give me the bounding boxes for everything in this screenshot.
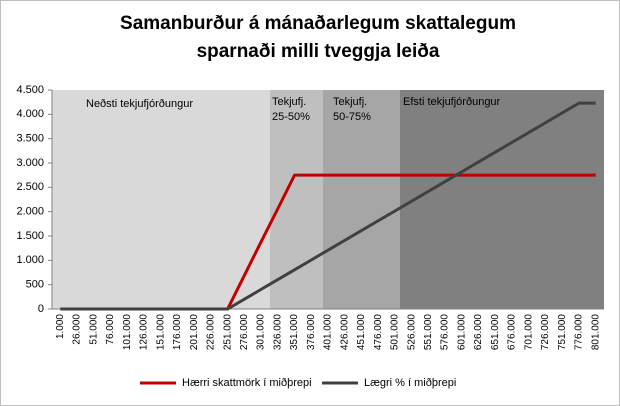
y-tick-label: 4.000 <box>16 108 44 120</box>
y-tick-label: 2.000 <box>16 206 44 218</box>
x-tick-label: 801.000 <box>590 314 601 351</box>
x-tick-label: 176.000 <box>172 314 183 351</box>
x-tick-label: 401.000 <box>323 314 334 351</box>
x-tick-label: 301.000 <box>256 314 267 351</box>
x-tick-label: 476.000 <box>373 314 384 351</box>
chart-title: Samanburður á mánaðarlegum skattalegum <box>120 13 516 34</box>
annotation: Neðsti tekjufjórðungur <box>86 98 193 110</box>
y-tick-label: 0 <box>38 303 44 315</box>
annotation: 25-50% <box>272 111 310 123</box>
x-tick-label: 626.000 <box>473 314 484 351</box>
x-tick-label: 451.000 <box>356 314 367 351</box>
x-tick-label: 226.000 <box>206 314 217 351</box>
x-tick-label: 1.000 <box>55 314 66 339</box>
x-tick-label: 501.000 <box>390 314 401 351</box>
x-tick-label: 726.000 <box>540 314 551 351</box>
y-tick-label: 500 <box>26 279 44 291</box>
x-tick-label: 276.000 <box>239 314 250 351</box>
x-tick-label: 651.000 <box>490 314 501 351</box>
y-tick-label: 3.000 <box>16 157 44 169</box>
x-tick-label: 376.000 <box>306 314 317 351</box>
x-tick-label: 101.000 <box>122 314 133 351</box>
y-tick-label: 2.500 <box>16 181 44 193</box>
x-tick-label: 426.000 <box>339 314 350 351</box>
x-tick-label: 126.000 <box>139 314 150 351</box>
x-tick-label: 576.000 <box>440 314 451 351</box>
x-tick-label: 526.000 <box>406 314 417 351</box>
x-tick-label: 51.000 <box>88 314 99 345</box>
x-tick-label: 201.000 <box>189 314 200 351</box>
legend-label: Lægri % í miðþrepi <box>364 377 456 389</box>
annotation: 50-75% <box>333 111 371 123</box>
annotation: Efsti tekjufjórðungur <box>403 96 501 108</box>
annotation: Tekjufj. <box>333 96 367 108</box>
x-tick-label: 676.000 <box>507 314 518 351</box>
y-tick-label: 4.500 <box>16 84 44 96</box>
x-tick-label: 326.000 <box>272 314 283 351</box>
y-tick-label: 3.500 <box>16 133 44 145</box>
x-tick-label: 751.000 <box>557 314 568 351</box>
chart-title: sparnaði milli tveggja leiða <box>197 41 440 62</box>
x-tick-label: 351.000 <box>289 314 300 351</box>
x-tick-label: 601.000 <box>456 314 467 351</box>
x-tick-label: 551.000 <box>423 314 434 351</box>
x-tick-label: 76.000 <box>105 314 116 345</box>
band <box>323 90 400 309</box>
x-tick-label: 151.000 <box>155 314 166 351</box>
y-tick-label: 1.000 <box>16 254 44 266</box>
annotation: Tekjufj. <box>272 96 306 108</box>
legend-label: Hærri skattmörk í miðþrepi <box>182 377 312 389</box>
band <box>270 90 323 309</box>
band <box>52 90 270 309</box>
x-tick-label: 701.000 <box>523 314 534 351</box>
y-tick-label: 1.500 <box>16 230 44 242</box>
x-tick-label: 26.000 <box>72 314 83 345</box>
band <box>400 90 604 309</box>
series-line <box>60 101 596 311</box>
x-tick-label: 776.000 <box>574 314 585 351</box>
x-tick-label: 251.000 <box>222 314 233 351</box>
